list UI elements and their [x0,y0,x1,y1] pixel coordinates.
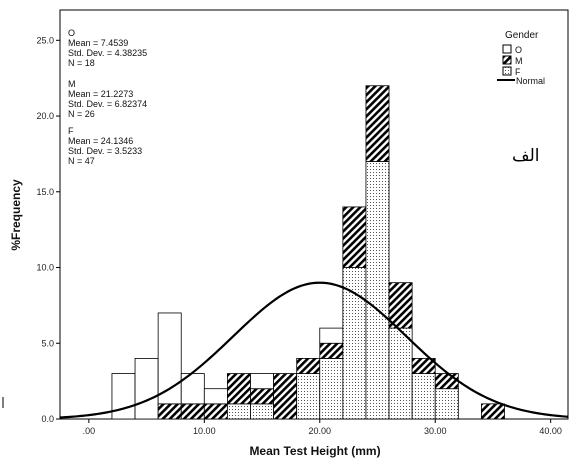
bar-m-34 [481,403,505,420]
legend-title: Gender [505,30,539,41]
y-tick-label: 15.0 [36,187,54,197]
stat-f-n: N = 47 [68,156,95,166]
bar-m-28 [411,358,436,374]
stat-f-mean: Mean = 24.1346 [68,136,133,146]
stat-m-sd: Std. Dev. = 6.82374 [68,99,147,109]
y-axis-title: %Frequency [9,179,23,251]
x-axis-title: Mean Test Height (mm) [249,444,380,458]
x-tick-label: 20.00 [309,426,332,436]
stat-m-title: M [68,79,76,89]
bar-f-14 [250,403,274,420]
y-tick-label: 5.0 [41,338,54,348]
legend: Gender O M F Normal [497,30,545,86]
bar-f-24 [365,161,390,420]
x-tick-label: 10.00 [193,426,216,436]
bar-m-26 [388,282,413,329]
bar-f-28 [411,373,436,420]
bar-f-26 [388,327,413,420]
legend-label-m: M [515,56,523,66]
normal-curve [59,281,569,419]
legend-swatch-f [502,66,512,76]
plot-frame [59,9,569,420]
y-tick-label: 0.0 [41,414,54,424]
x-tick-label: 30.00 [424,426,447,436]
legend-label-normal: Normal [516,76,545,86]
legend-label-o: O [515,45,522,55]
bar-o-10 [203,388,228,405]
y-tick-label: 25.0 [36,35,54,45]
y-tick-label: 10.0 [36,263,54,273]
bar-o-4 [134,358,159,420]
stat-f-title: F [68,126,74,136]
bar-m-24 [365,85,390,162]
legend-swatch-o [502,44,512,54]
bar-f-18 [296,373,321,420]
stat-o-title: O [68,28,75,38]
bar-m-6 [157,403,182,420]
bar-f-30 [434,388,459,420]
bar-o-20 [319,327,344,344]
stat-m-mean: Mean = 21.2273 [68,89,133,99]
stat-o-sd: Std. Dev. = 4.38235 [68,48,147,58]
bar-f-12 [227,403,251,420]
legend-label-f: F [515,67,521,77]
bar-m-30 [434,373,459,390]
bar-o-14 [250,373,274,390]
x-tick-label: .00 [83,426,96,436]
stat-f-sd: Std. Dev. = 3.5233 [68,146,142,156]
stat-o-mean: Mean = 7.4539 [68,38,128,48]
legend-swatch-m [502,55,512,65]
bar-m-22 [342,206,367,268]
x-tick-label: 40.00 [539,426,562,436]
bar-m-14 [250,388,274,405]
bar-m-16 [273,373,298,420]
group-stats: O Mean = 7.4539 Std. Dev. = 4.38235 N = … [68,28,147,166]
bar-o-2 [111,373,136,420]
bar-m-10 [203,403,228,420]
bar-m-8 [180,403,205,420]
stat-o-n: N = 18 [68,58,95,68]
bar-m-18 [296,358,321,374]
bar-o-6 [157,312,182,405]
bar-m-20 [319,342,344,359]
y-tick-label: 20.0 [36,111,54,121]
bar-m-12 [227,373,251,405]
stat-m-n: N = 26 [68,109,95,119]
bar-f-22 [342,267,367,420]
bar-f-20 [319,358,344,420]
arabic-annotation: الف [512,146,540,166]
